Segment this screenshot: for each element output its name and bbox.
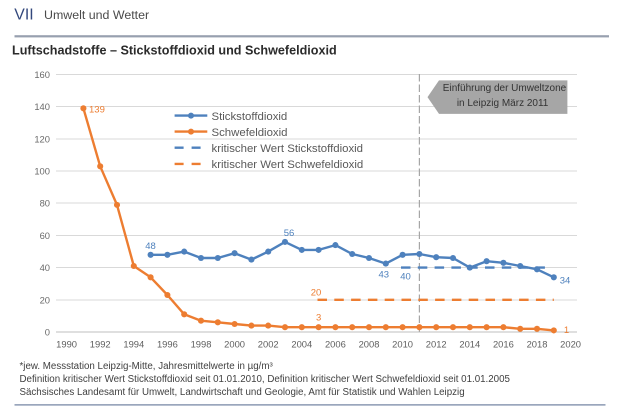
svg-text:kritischer Wert Stickstoffdiox: kritischer Wert Stickstoffdioxid (212, 143, 364, 155)
svg-text:Definition kritischer Wert Sti: Definition kritischer Wert Stickstoffdio… (20, 374, 511, 385)
svg-text:60: 60 (40, 230, 50, 241)
svg-text:2016: 2016 (493, 339, 514, 350)
svg-text:Schwefeldioxid: Schwefeldioxid (212, 127, 288, 139)
svg-text:Luftschadstoffe – Stickstoffdi: Luftschadstoffe – Stickstoffdioxid und S… (12, 44, 337, 58)
svg-text:2018: 2018 (527, 339, 548, 350)
svg-text:Umwelt und Wetter: Umwelt und Wetter (44, 8, 149, 22)
svg-text:20: 20 (311, 288, 322, 299)
svg-text:1: 1 (564, 325, 569, 336)
svg-text:2010: 2010 (392, 339, 413, 350)
svg-text:1992: 1992 (90, 339, 111, 350)
svg-text:2002: 2002 (258, 339, 279, 350)
svg-text:2012: 2012 (426, 339, 447, 350)
svg-text:43: 43 (379, 270, 390, 281)
svg-text:1994: 1994 (123, 339, 144, 350)
svg-text:40: 40 (400, 272, 411, 283)
svg-text:2004: 2004 (291, 339, 312, 350)
svg-text:48: 48 (145, 241, 156, 252)
svg-text:160: 160 (34, 69, 50, 80)
svg-text:20: 20 (40, 294, 50, 305)
svg-text:Einführung der Umweltzone: Einführung der Umweltzone (443, 83, 567, 94)
svg-text:Stickstoffdioxid: Stickstoffdioxid (212, 111, 288, 123)
svg-text:VII: VII (14, 7, 33, 24)
svg-text:1990: 1990 (56, 339, 77, 350)
svg-text:1996: 1996 (157, 339, 178, 350)
svg-text:2008: 2008 (359, 339, 380, 350)
svg-text:120: 120 (34, 133, 50, 144)
svg-text:139: 139 (89, 105, 105, 116)
svg-text:kritischer Wert Schwefeldioxid: kritischer Wert Schwefeldioxid (212, 159, 364, 171)
svg-text:2020: 2020 (560, 339, 581, 350)
svg-text:2014: 2014 (459, 339, 480, 350)
svg-text:in Leipzig März 2011: in Leipzig März 2011 (457, 98, 549, 109)
svg-text:140: 140 (34, 101, 50, 112)
svg-text:2006: 2006 (325, 339, 346, 350)
svg-text:34: 34 (560, 275, 571, 286)
svg-text:*jew. Messstation Leipzig-Mitt: *jew. Messstation Leipzig-Mitte, Jahresm… (20, 361, 274, 372)
svg-text:1998: 1998 (191, 339, 212, 350)
svg-text:40: 40 (40, 262, 50, 273)
svg-text:3: 3 (316, 313, 321, 324)
svg-text:80: 80 (40, 198, 50, 209)
svg-text:Sächsisches Landesamt für Umwe: Sächsisches Landesamt für Umwelt, Landwi… (20, 387, 465, 398)
svg-text:2000: 2000 (224, 339, 245, 350)
svg-text:100: 100 (34, 166, 50, 177)
svg-text:0: 0 (45, 326, 50, 337)
svg-text:56: 56 (284, 228, 295, 239)
